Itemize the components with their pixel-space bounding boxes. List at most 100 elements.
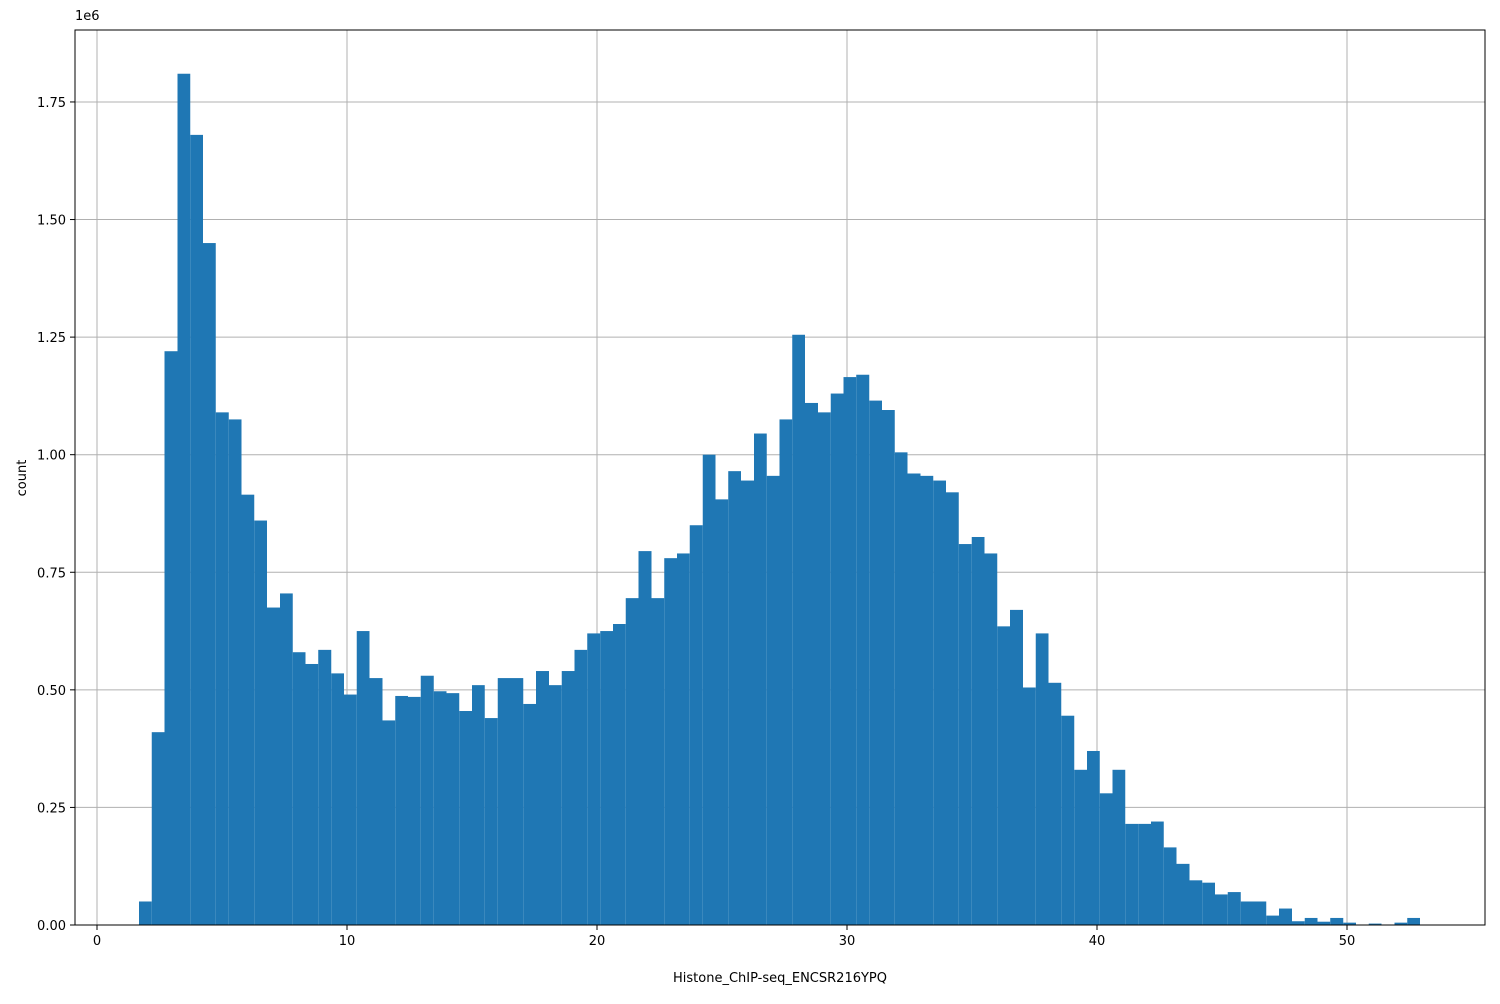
bar: [1177, 864, 1190, 925]
bar: [485, 718, 498, 925]
bar: [472, 685, 485, 925]
bar: [767, 476, 780, 925]
x-tick-label: 10: [339, 934, 356, 949]
bar: [306, 664, 319, 925]
bar: [1228, 892, 1241, 925]
bar: [933, 481, 946, 925]
bar: [587, 633, 600, 925]
x-axis-label: Histone_ChIP-seq_ENCSR216YPQ: [673, 971, 887, 986]
bar: [1164, 847, 1177, 925]
x-tick-label: 0: [93, 934, 101, 949]
bar: [370, 678, 383, 925]
y-tick-label: 0.00: [37, 919, 66, 934]
bar: [1074, 770, 1087, 925]
bar: [562, 671, 575, 925]
y-tick-label: 0.25: [37, 801, 66, 816]
bar: [1100, 793, 1113, 925]
y-tick-label: 1.75: [37, 96, 66, 111]
bar: [959, 544, 972, 925]
bar: [639, 551, 652, 925]
bar: [165, 351, 178, 925]
bar: [1049, 683, 1062, 925]
bar: [985, 553, 998, 925]
bar: [997, 626, 1010, 925]
bar: [1254, 901, 1267, 925]
bar: [754, 434, 767, 925]
bar: [895, 452, 908, 925]
bar: [831, 394, 844, 925]
y-axis-label: count: [15, 460, 30, 497]
y-tick-label: 1.50: [37, 214, 66, 229]
bar: [1138, 824, 1151, 925]
bar: [946, 492, 959, 925]
bar: [792, 335, 805, 925]
bar: [357, 631, 370, 925]
bar: [331, 673, 344, 925]
bar: [280, 593, 293, 925]
bar: [677, 553, 690, 925]
bar: [1190, 880, 1203, 925]
bar: [690, 525, 703, 925]
bar: [1305, 918, 1318, 925]
bar: [498, 678, 511, 925]
bar: [293, 652, 306, 925]
bar: [716, 499, 729, 925]
bar: [856, 375, 869, 925]
bar: [1151, 822, 1164, 925]
bar: [434, 691, 447, 925]
bar: [523, 704, 536, 925]
bar: [703, 455, 716, 925]
bar: [1330, 918, 1343, 925]
bar: [459, 711, 472, 925]
bar: [652, 598, 665, 925]
y-tick-label: 1.00: [37, 449, 66, 464]
bar: [908, 474, 921, 925]
bar: [1279, 909, 1292, 925]
bar: [178, 74, 191, 925]
bar: [1125, 824, 1138, 925]
x-tick-label: 50: [1339, 934, 1356, 949]
bar: [626, 598, 639, 925]
bar: [511, 678, 524, 925]
y-tick-label: 1.25: [37, 331, 66, 346]
bar: [780, 419, 793, 925]
x-tick-label: 30: [839, 934, 856, 949]
x-tick-label: 40: [1089, 934, 1106, 949]
bar: [741, 481, 754, 925]
bar: [203, 243, 216, 925]
bar: [844, 377, 857, 925]
bar: [408, 697, 421, 925]
bar: [190, 135, 203, 925]
bar: [383, 720, 396, 925]
bar: [728, 471, 741, 925]
bar: [536, 671, 549, 925]
bar: [882, 410, 895, 925]
bar: [318, 650, 331, 925]
bar: [242, 495, 255, 925]
bar: [818, 412, 831, 925]
y-offset-label: 1e6: [75, 9, 100, 24]
bar: [972, 537, 985, 925]
x-tick-label: 20: [589, 934, 606, 949]
bar: [229, 419, 242, 925]
bar: [1266, 916, 1279, 925]
bar: [805, 403, 818, 925]
bar: [1087, 751, 1100, 925]
bar: [869, 401, 882, 925]
bar: [1113, 770, 1126, 925]
bar: [1215, 894, 1228, 925]
bar: [549, 685, 562, 925]
bar: [1241, 901, 1254, 925]
bar: [1023, 687, 1036, 925]
bar: [421, 676, 434, 925]
bar: [1292, 921, 1305, 925]
bar: [152, 732, 165, 925]
bar: [1010, 610, 1023, 925]
bar: [344, 695, 357, 925]
y-tick-label: 0.75: [37, 566, 66, 581]
bar: [1036, 633, 1049, 925]
y-tick-label: 0.50: [37, 684, 66, 699]
bar: [254, 521, 267, 925]
bar: [613, 624, 626, 925]
